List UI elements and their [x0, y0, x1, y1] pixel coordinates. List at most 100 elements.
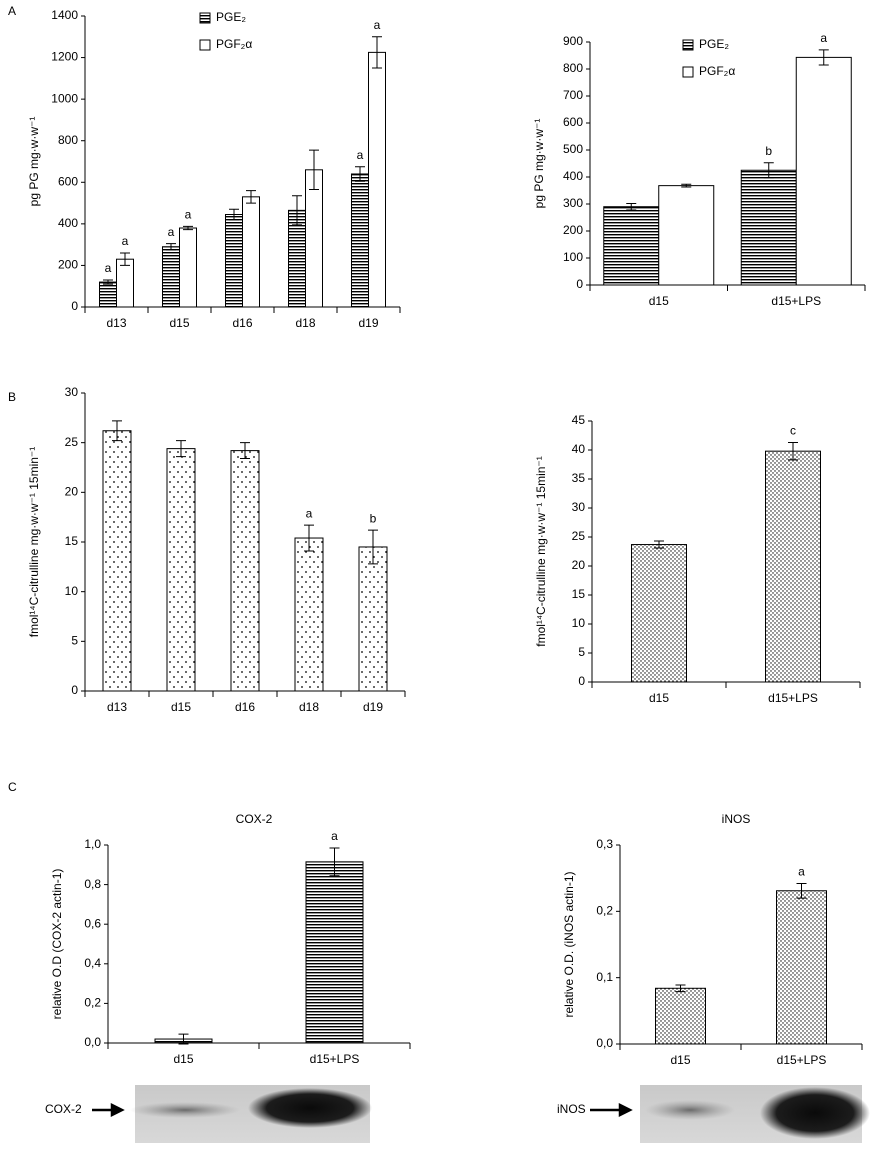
y-tick-label: 0 — [576, 277, 583, 291]
chart-title: COX-2 — [236, 812, 273, 826]
bar — [358, 546, 388, 692]
legend-label: PGF₂α — [216, 37, 252, 51]
y-tick-label: 0,2 — [596, 904, 613, 918]
blot-label: COX-2 — [45, 1102, 82, 1116]
annotation: b — [765, 144, 772, 158]
error-bar — [103, 279, 113, 285]
x-tick-label: d15 — [171, 700, 191, 714]
y-tick-label: 200 — [563, 223, 583, 237]
arrow — [92, 1102, 125, 1118]
error-bar — [372, 36, 382, 69]
x-tick-label: d15 — [173, 1052, 193, 1066]
annotation: a — [105, 261, 112, 275]
y-tick-label: 200 — [58, 258, 78, 272]
bar — [631, 544, 687, 683]
x-tick-label: d15+LPS — [768, 691, 818, 705]
annotation: a — [820, 31, 827, 45]
error-bar — [368, 529, 378, 565]
x-tick-label: d15+LPS — [310, 1052, 360, 1066]
annotation: a — [331, 829, 338, 843]
annotation: c — [790, 424, 796, 438]
bar — [776, 890, 827, 1045]
x-tick-label: d16 — [232, 316, 252, 330]
bar — [765, 450, 821, 683]
panel-label: A — [8, 4, 16, 18]
bar — [99, 281, 117, 308]
y-tick-label: 30 — [65, 385, 79, 399]
bar — [795, 56, 852, 286]
error-bar — [818, 49, 829, 66]
y-tick-label: 15 — [572, 587, 586, 601]
legend-label: PGE₂ — [216, 10, 246, 24]
y-tick-label: 15 — [65, 534, 79, 548]
panel-label: C — [8, 780, 17, 794]
legend-label: PGE₂ — [699, 37, 729, 51]
arrow — [590, 1102, 633, 1118]
y-axis-label: fmol¹⁴C-citrulline mg·w·w⁻¹ 15min⁻¹ — [534, 456, 548, 647]
y-axis-label: fmol¹⁴C-citrulline mg·w·w⁻¹ 15min⁻¹ — [27, 447, 41, 638]
y-tick-label: 700 — [563, 88, 583, 102]
x-tick-label: d15 — [649, 691, 669, 705]
legend-swatch — [199, 12, 211, 24]
y-tick-label: 1,0 — [84, 837, 101, 851]
y-tick-label: 500 — [563, 142, 583, 156]
error-bar — [788, 441, 798, 461]
legend-swatch — [682, 66, 694, 78]
y-tick-label: 30 — [572, 500, 586, 514]
error-bar — [292, 195, 302, 226]
bar — [179, 227, 197, 308]
bar — [603, 206, 660, 286]
y-tick-label: 20 — [65, 485, 79, 499]
error-bar — [681, 183, 692, 188]
legend-swatch — [199, 39, 211, 51]
y-tick-label: 5 — [578, 645, 585, 659]
x-tick-label: d15+LPS — [771, 294, 821, 308]
y-tick-label: 1200 — [51, 50, 78, 64]
y-axis-label: pg PG mg·w·w⁻¹ — [27, 117, 41, 207]
annotation: a — [306, 506, 313, 520]
y-tick-label: 800 — [563, 61, 583, 75]
annotation: b — [370, 511, 377, 525]
legend-label: PGF₂α — [699, 64, 735, 78]
bar — [225, 214, 243, 308]
error-bar — [304, 524, 314, 552]
annotation: a — [168, 225, 175, 239]
error-bar — [240, 442, 250, 460]
error-bar — [329, 847, 340, 877]
error-bar — [178, 1033, 189, 1045]
y-tick-label: 0,0 — [84, 1035, 101, 1049]
blot-label: iNOS — [557, 1102, 586, 1116]
y-tick-label: 600 — [58, 174, 78, 188]
y-tick-label: 25 — [572, 529, 586, 543]
y-tick-label: 40 — [572, 442, 586, 456]
y-axis-label: relative O.D. (iNOS actin-1) — [562, 871, 576, 1017]
y-tick-label: 800 — [58, 133, 78, 147]
y-tick-label: 0 — [71, 683, 78, 697]
bar — [655, 987, 706, 1045]
error-bar — [120, 252, 130, 266]
panel-label: B — [8, 390, 16, 404]
bar — [305, 169, 323, 308]
y-tick-label: 400 — [563, 169, 583, 183]
y-tick-label: 10 — [572, 616, 586, 630]
bar — [230, 450, 260, 692]
y-tick-label: 100 — [563, 250, 583, 264]
y-tick-label: 600 — [563, 115, 583, 129]
error-bar — [229, 208, 239, 221]
legend-swatch — [682, 39, 694, 51]
y-axis-label: pg PG mg·w·w⁻¹ — [532, 119, 546, 209]
error-bar — [675, 984, 686, 993]
error-bar — [166, 243, 176, 251]
x-tick-label: d18 — [295, 316, 315, 330]
y-tick-label: 45 — [572, 413, 586, 427]
error-bar — [246, 190, 256, 204]
y-tick-label: 400 — [58, 216, 78, 230]
error-bar — [176, 440, 186, 458]
y-tick-label: 0 — [71, 299, 78, 313]
y-tick-label: 10 — [65, 584, 79, 598]
bar — [294, 537, 324, 692]
y-tick-label: 20 — [572, 558, 586, 572]
bar — [166, 448, 196, 692]
y-tick-label: 300 — [563, 196, 583, 210]
